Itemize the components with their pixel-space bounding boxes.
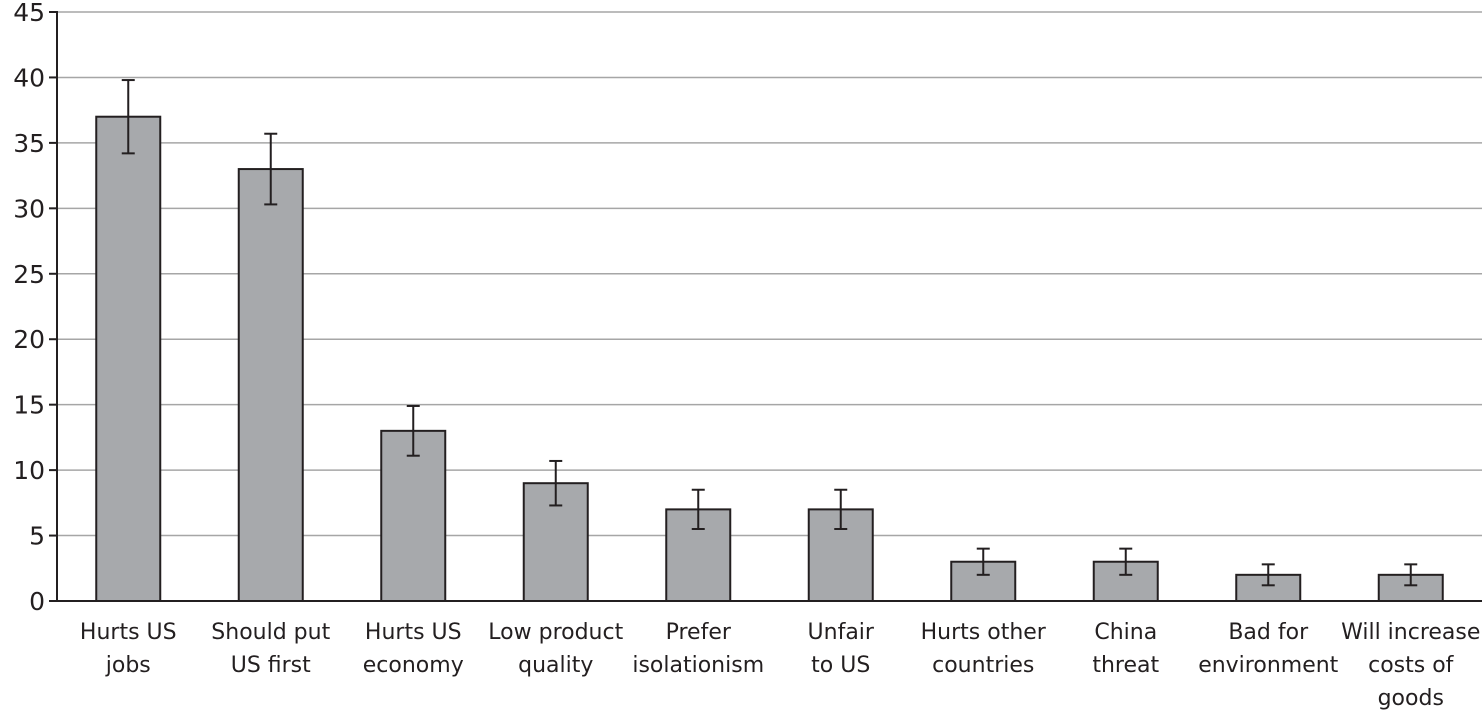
y-tick-label: 20: [13, 325, 45, 354]
x-category-label: Bad for environment: [1198, 620, 1338, 678]
x-category-label: Prefer isolationism: [632, 620, 764, 678]
y-tick-label: 45: [13, 0, 45, 27]
y-tick-label: 35: [13, 129, 45, 158]
axes: [56, 11, 1482, 602]
x-category-label: Low product quality: [488, 620, 623, 678]
x-category-label: China threat: [1092, 620, 1159, 678]
bars: [95, 115, 1444, 603]
error-bars: [121, 79, 1418, 587]
bar: [95, 115, 162, 602]
y-tick-label: 0: [29, 587, 45, 616]
y-tick-label: 10: [13, 456, 45, 485]
y-tick-label: 15: [13, 391, 45, 420]
y-tick-label: 30: [13, 194, 45, 223]
x-category-label: Hurts US economy: [363, 620, 464, 678]
x-category-label: Should put US first: [211, 620, 330, 678]
y-axis-tick-labels: 0 5 10 15 20 25 30 35 40 45: [13, 0, 57, 616]
bar: [237, 168, 304, 602]
y-tick-label: 40: [13, 63, 45, 92]
x-axis-category-labels: Hurts US jobs Should put US first Hurts US ec…: [80, 620, 1481, 711]
x-category-label: Hurts US jobs: [80, 620, 177, 678]
x-category-label: Unfair to US: [808, 620, 875, 678]
y-tick-label: 25: [13, 260, 45, 289]
y-tick-label: 5: [29, 522, 45, 551]
x-category-label: Will increase costs of goods: [1341, 620, 1480, 711]
x-category-label: Hurts other countries: [921, 620, 1047, 678]
